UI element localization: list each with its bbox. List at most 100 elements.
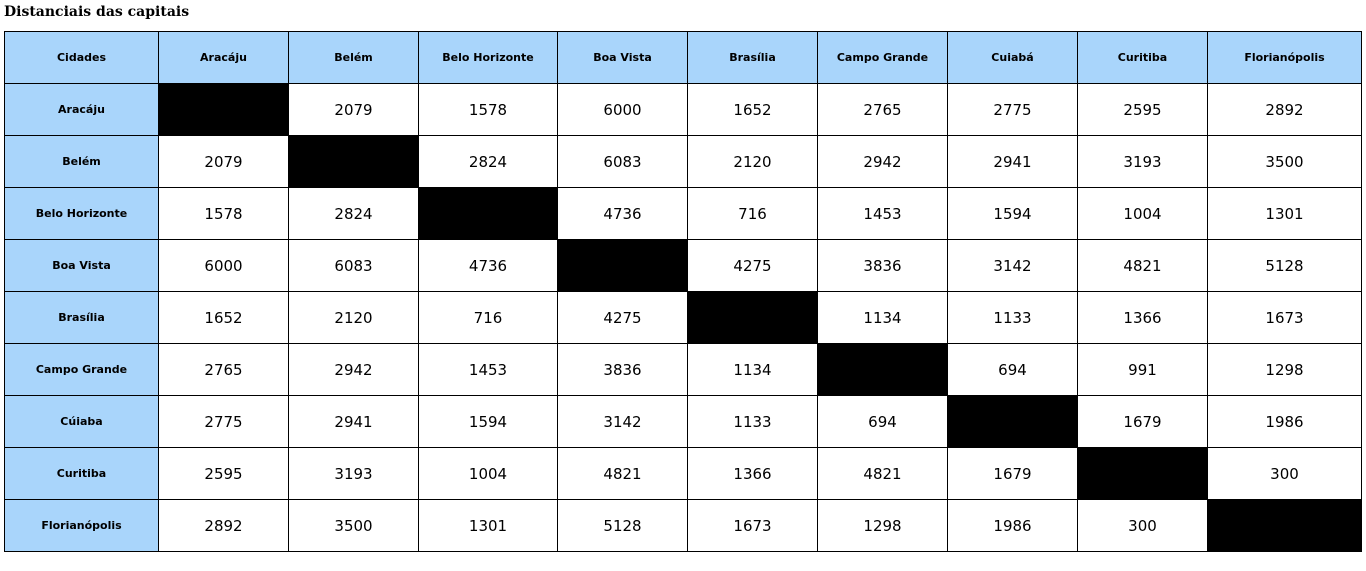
- distance-cell: 300: [1077, 499, 1208, 552]
- header-row: Cidades Aracáju Belém Belo Horizonte Boa…: [4, 31, 1362, 84]
- distance-cell: 2892: [1207, 83, 1362, 136]
- column-header: Florianópolis: [1207, 31, 1362, 84]
- distance-cell: 1301: [1207, 187, 1362, 240]
- diagonal-cell: [418, 187, 558, 240]
- distance-cell: 6000: [557, 83, 688, 136]
- diagonal-cell: [817, 343, 948, 396]
- distance-cell: 6083: [557, 135, 688, 188]
- distance-cell: 694: [817, 395, 948, 448]
- distance-cell: 1134: [817, 291, 948, 344]
- row-header: Cúiaba: [4, 395, 159, 448]
- table-row: Brasília 1652 2120 716 4275 1134 1133 1366 1673: [4, 291, 1362, 344]
- distance-cell: 1453: [418, 343, 558, 396]
- distance-cell: 2775: [158, 395, 289, 448]
- distance-cell: 4275: [687, 239, 818, 292]
- row-header: Aracáju: [4, 83, 159, 136]
- distance-cell: 3500: [288, 499, 419, 552]
- distance-cell: 2775: [947, 83, 1078, 136]
- distance-cell: 716: [687, 187, 818, 240]
- distance-cell: 716: [418, 291, 558, 344]
- row-header: Belém: [4, 135, 159, 188]
- distance-cell: 1986: [947, 499, 1078, 552]
- distance-cell: 2765: [817, 83, 948, 136]
- distance-cell: 1134: [687, 343, 818, 396]
- distance-cell: 4736: [557, 187, 688, 240]
- row-header: Boa Vista: [4, 239, 159, 292]
- diagonal-cell: [557, 239, 688, 292]
- distance-cell: 1673: [1207, 291, 1362, 344]
- distance-cell: 1453: [817, 187, 948, 240]
- distance-cell: 2941: [947, 135, 1078, 188]
- distance-table: Cidades Aracáju Belém Belo Horizonte Boa…: [4, 31, 1362, 552]
- distance-cell: 2079: [158, 135, 289, 188]
- table-row: Curitiba 2595 3193 1004 4821 1366 4821 1679 300: [4, 447, 1362, 500]
- distance-cell: 1366: [1077, 291, 1208, 344]
- row-header: Brasília: [4, 291, 159, 344]
- distance-cell: 2892: [158, 499, 289, 552]
- distance-cell: 4821: [557, 447, 688, 500]
- table-row: Cúiaba 2775 2941 1594 3142 1133 694 1679 1986: [4, 395, 1362, 448]
- row-header: Florianópolis: [4, 499, 159, 552]
- distance-cell: 991: [1077, 343, 1208, 396]
- distance-cell: 2120: [687, 135, 818, 188]
- distance-cell: 1652: [158, 291, 289, 344]
- distance-cell: 1133: [947, 291, 1078, 344]
- distance-cell: 3193: [288, 447, 419, 500]
- distance-cell: 2942: [288, 343, 419, 396]
- distance-cell: 694: [947, 343, 1078, 396]
- distance-cell: 6000: [158, 239, 289, 292]
- distance-cell: 3193: [1077, 135, 1208, 188]
- diagonal-cell: [158, 83, 289, 136]
- distance-cell: 1578: [418, 83, 558, 136]
- row-header: Curitiba: [4, 447, 159, 500]
- distance-cell: 1594: [947, 187, 1078, 240]
- diagonal-cell: [947, 395, 1078, 448]
- column-header: Campo Grande: [817, 31, 948, 84]
- distance-cell: 1298: [1207, 343, 1362, 396]
- distance-cell: 1679: [947, 447, 1078, 500]
- distance-cell: 1986: [1207, 395, 1362, 448]
- distance-cell: 2595: [158, 447, 289, 500]
- distance-cell: 1004: [1077, 187, 1208, 240]
- table-row: Boa Vista 6000 6083 4736 4275 3836 3142 4821 512…: [4, 239, 1362, 292]
- page-title: Distanciais das capitais: [4, 4, 190, 20]
- row-header: Belo Horizonte: [4, 187, 159, 240]
- distance-cell: 1366: [687, 447, 818, 500]
- column-header: Belo Horizonte: [418, 31, 558, 84]
- diagonal-cell: [1077, 447, 1208, 500]
- table-row: Belém 2079 2824 6083 2120 2942 2941 3193 3500: [4, 135, 1362, 188]
- table-row: Florianópolis 2892 3500 1301 5128 1673 1298 198…: [4, 499, 1362, 552]
- column-header: Belém: [288, 31, 419, 84]
- distance-cell: 2824: [288, 187, 419, 240]
- distance-cell: 2942: [817, 135, 948, 188]
- column-header: Curitiba: [1077, 31, 1208, 84]
- distance-cell: 4275: [557, 291, 688, 344]
- distance-cell: 1133: [687, 395, 818, 448]
- diagonal-cell: [288, 135, 419, 188]
- distance-cell: 1301: [418, 499, 558, 552]
- column-header: Boa Vista: [557, 31, 688, 84]
- distance-cell: 2765: [158, 343, 289, 396]
- distance-cell: 2120: [288, 291, 419, 344]
- diagonal-cell: [687, 291, 818, 344]
- distance-cell: 2595: [1077, 83, 1208, 136]
- distance-cell: 1652: [687, 83, 818, 136]
- distance-cell: 1594: [418, 395, 558, 448]
- column-header: Brasília: [687, 31, 818, 84]
- distance-cell: 1679: [1077, 395, 1208, 448]
- table-row: Campo Grande 2765 2942 1453 3836 1134 694 991 12…: [4, 343, 1362, 396]
- distance-cell: 2941: [288, 395, 419, 448]
- distance-cell: 1298: [817, 499, 948, 552]
- distance-cell: 3142: [947, 239, 1078, 292]
- table-row: Aracáju 2079 1578 6000 1652 2765 2775 2595 2892: [4, 83, 1362, 136]
- table-body: Aracáju 2079 1578 6000 1652 2765 2775 2595 2892 B…: [4, 83, 1362, 552]
- table-row: Belo Horizonte 1578 2824 4736 716 1453 1594 100…: [4, 187, 1362, 240]
- corner-header: Cidades: [4, 31, 159, 84]
- distance-cell: 1004: [418, 447, 558, 500]
- distance-cell: 5128: [1207, 239, 1362, 292]
- distance-cell: 4821: [817, 447, 948, 500]
- row-header: Campo Grande: [4, 343, 159, 396]
- distance-cell: 3142: [557, 395, 688, 448]
- distance-cell: 3836: [557, 343, 688, 396]
- distance-cell: 1673: [687, 499, 818, 552]
